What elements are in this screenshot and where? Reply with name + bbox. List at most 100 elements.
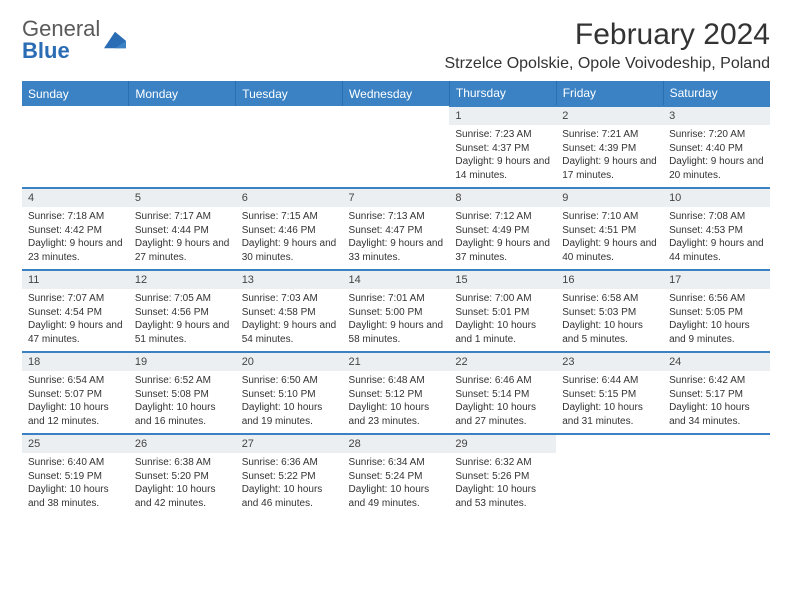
calendar-cell: 28Sunrise: 6:34 AMSunset: 5:24 PMDayligh… [343, 434, 450, 516]
daylight-line: Daylight: 10 hours and 5 minutes. [562, 319, 657, 346]
sunrise-line: Sunrise: 7:05 AM [135, 292, 230, 306]
daylight-line: Daylight: 9 hours and 14 minutes. [455, 155, 550, 182]
sunset-line: Sunset: 5:14 PM [455, 388, 550, 402]
day-number: 7 [343, 189, 450, 207]
calendar-cell: 29 Sunrise: 6:32 AMSunset: 5:26 PMDayligh… [449, 434, 556, 516]
sunset-line: Sunset: 4:51 PM [562, 224, 657, 238]
weekday-header: Wednesday [343, 81, 450, 106]
daylight-line: Daylight: 10 hours and 19 minutes. [242, 401, 337, 428]
brand-name-2: Blue [22, 38, 70, 63]
calendar-row: 4Sunrise: 7:18 AMSunset: 4:42 PMDaylight… [22, 188, 770, 270]
daylight-line: Daylight: 9 hours and 20 minutes. [669, 155, 764, 182]
daylight-line: Daylight: 10 hours and 53 minutes. [455, 483, 550, 510]
month-title: February 2024 [444, 18, 770, 52]
calendar-cell: 2Sunrise: 7:21 AMSunset: 4:39 PMDaylight… [556, 106, 663, 188]
daylight-line: Daylight: 10 hours and 23 minutes. [349, 401, 444, 428]
sunset-line: Sunset: 5:01 PM [455, 306, 550, 320]
day-number: 3 [663, 107, 770, 125]
sunset-line: Sunset: 5:00 PM [349, 306, 444, 320]
day-number: 14 [343, 271, 450, 289]
weekday-header: Monday [129, 81, 236, 106]
day-data: Sunrise: 7:00 AMSunset: 5:01 PMDaylight:… [449, 289, 556, 351]
daylight-line: Daylight: 10 hours and 46 minutes. [242, 483, 337, 510]
sunset-line: Sunset: 5:10 PM [242, 388, 337, 402]
day-data: Sunrise: 6:34 AMSunset: 5:24 PMDaylight:… [343, 453, 450, 515]
calendar-cell: 23Sunrise: 6:44 AMSunset: 5:15 PMDayligh… [556, 352, 663, 434]
day-data: Sunrise: 6:56 AMSunset: 5:05 PMDaylight:… [663, 289, 770, 351]
daylight-line: Daylight: 10 hours and 42 minutes. [135, 483, 230, 510]
header: General Blue February 2024 Strzelce Opol… [22, 18, 770, 73]
day-data: Sunrise: 6:36 AMSunset: 5:22 PMDaylight:… [236, 453, 343, 515]
calendar-row: 11Sunrise: 7:07 AMSunset: 4:54 PMDayligh… [22, 270, 770, 352]
sunset-line: Sunset: 5:15 PM [562, 388, 657, 402]
calendar-cell: 11Sunrise: 7:07 AMSunset: 4:54 PMDayligh… [22, 270, 129, 352]
day-data: Sunrise: 7:05 AMSunset: 4:56 PMDaylight:… [129, 289, 236, 351]
calendar-cell: 27Sunrise: 6:36 AMSunset: 5:22 PMDayligh… [236, 434, 343, 516]
day-data: Sunrise: 7:18 AMSunset: 4:42 PMDaylight:… [22, 207, 129, 269]
sunset-line: Sunset: 5:20 PM [135, 470, 230, 484]
sunrise-line: Sunrise: 6:50 AM [242, 374, 337, 388]
title-block: February 2024 Strzelce Opolskie, Opole V… [444, 18, 770, 73]
day-data: Sunrise: 6:48 AMSunset: 5:12 PMDaylight:… [343, 371, 450, 433]
sunset-line: Sunset: 4:39 PM [562, 142, 657, 156]
day-number: 1 [449, 107, 556, 125]
sunrise-line: Sunrise: 6:42 AM [669, 374, 764, 388]
daylight-line: Daylight: 9 hours and 27 minutes. [135, 237, 230, 264]
daylight-line: Daylight: 9 hours and 37 minutes. [455, 237, 550, 264]
sunrise-line: Sunrise: 7:17 AM [135, 210, 230, 224]
day-data: Sunrise: 6:42 AMSunset: 5:17 PMDaylight:… [663, 371, 770, 433]
sunrise-line: Sunrise: 6:32 AM [455, 456, 550, 470]
sunrise-line: Sunrise: 7:20 AM [669, 128, 764, 142]
day-number: 22 [449, 353, 556, 371]
calendar-cell: 12Sunrise: 7:05 AMSunset: 4:56 PMDayligh… [129, 270, 236, 352]
day-number: 5 [129, 189, 236, 207]
sunset-line: Sunset: 5:19 PM [28, 470, 123, 484]
sunset-line: Sunset: 5:12 PM [349, 388, 444, 402]
sunrise-line: Sunrise: 7:08 AM [669, 210, 764, 224]
sunset-line: Sunset: 5:26 PM [455, 470, 550, 484]
day-data: Sunrise: 7:21 AMSunset: 4:39 PMDaylight:… [556, 125, 663, 187]
day-number: 29 [449, 435, 556, 453]
sunrise-line: Sunrise: 7:15 AM [242, 210, 337, 224]
sunrise-line: Sunrise: 7:13 AM [349, 210, 444, 224]
weekday-header: Thursday [449, 81, 556, 106]
brand-text: General Blue [22, 18, 100, 62]
sunset-line: Sunset: 5:05 PM [669, 306, 764, 320]
daylight-line: Daylight: 9 hours and 58 minutes. [349, 319, 444, 346]
day-data: Sunrise: 6:52 AMSunset: 5:08 PMDaylight:… [129, 371, 236, 433]
sunset-line: Sunset: 4:49 PM [455, 224, 550, 238]
daylight-line: Daylight: 10 hours and 1 minute. [455, 319, 550, 346]
day-data: Sunrise: 7:10 AMSunset: 4:51 PMDaylight:… [556, 207, 663, 269]
daylight-line: Daylight: 9 hours and 40 minutes. [562, 237, 657, 264]
day-number: 17 [663, 271, 770, 289]
sunrise-line: Sunrise: 7:07 AM [28, 292, 123, 306]
sunrise-line: Sunrise: 6:34 AM [349, 456, 444, 470]
day-data: Sunrise: 7:23 AMSunset: 4:37 PMDaylight:… [449, 125, 556, 187]
day-data: Sunrise: 7:20 AMSunset: 4:40 PMDaylight:… [663, 125, 770, 187]
day-number: 18 [22, 353, 129, 371]
calendar-cell: 15Sunrise: 7:00 AMSunset: 5:01 PMDayligh… [449, 270, 556, 352]
daylight-line: Daylight: 9 hours and 51 minutes. [135, 319, 230, 346]
daylight-line: Daylight: 9 hours and 54 minutes. [242, 319, 337, 346]
weekday-header: Sunday [22, 81, 129, 106]
sunrise-line: Sunrise: 6:46 AM [455, 374, 550, 388]
daylight-line: Daylight: 9 hours and 30 minutes. [242, 237, 337, 264]
day-number: 9 [556, 189, 663, 207]
sunrise-line: Sunrise: 6:54 AM [28, 374, 123, 388]
day-data: Sunrise: 6:50 AMSunset: 5:10 PMDaylight:… [236, 371, 343, 433]
day-number: 19 [129, 353, 236, 371]
day-data: Sunrise: 6:54 AMSunset: 5:07 PMDaylight:… [22, 371, 129, 433]
calendar-row: 1Sunrise: 7:23 AMSunset: 4:37 PMDaylight… [22, 106, 770, 188]
sunset-line: Sunset: 4:44 PM [135, 224, 230, 238]
sunset-line: Sunset: 4:53 PM [669, 224, 764, 238]
weekday-header: Tuesday [236, 81, 343, 106]
calendar-cell: 20Sunrise: 6:50 AMSunset: 5:10 PMDayligh… [236, 352, 343, 434]
sunrise-line: Sunrise: 6:48 AM [349, 374, 444, 388]
sunset-line: Sunset: 5:08 PM [135, 388, 230, 402]
calendar-cell [22, 106, 129, 188]
day-number: 21 [343, 353, 450, 371]
calendar-cell: 9Sunrise: 7:10 AMSunset: 4:51 PMDaylight… [556, 188, 663, 270]
calendar-cell: 25Sunrise: 6:40 AMSunset: 5:19 PMDayligh… [22, 434, 129, 516]
daylight-line: Daylight: 10 hours and 12 minutes. [28, 401, 123, 428]
daylight-line: Daylight: 9 hours and 23 minutes. [28, 237, 123, 264]
